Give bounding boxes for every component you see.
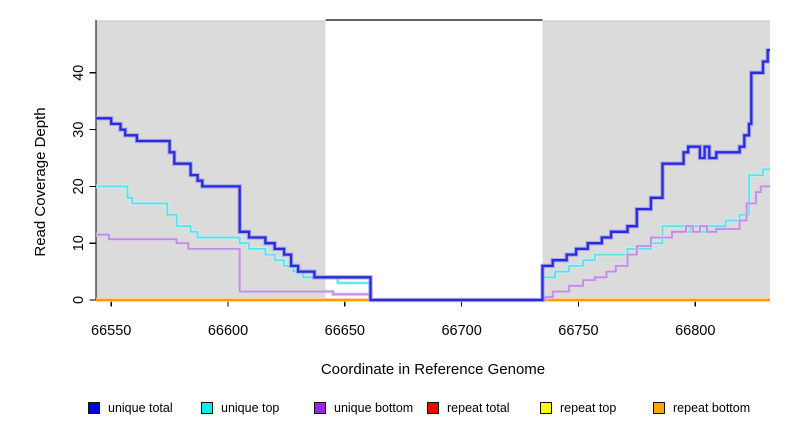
legend-item-repeat-bottom: repeat bottom bbox=[653, 400, 750, 415]
shaded-region bbox=[542, 21, 770, 300]
legend-item-repeat-top: repeat top bbox=[540, 400, 616, 415]
y-axis-ticks: 0 10 20 30 40 bbox=[71, 65, 96, 304]
legend-label: repeat total bbox=[447, 400, 510, 415]
y-tick-label: 10 bbox=[71, 235, 87, 251]
unique-top-swatch-icon bbox=[201, 401, 213, 414]
x-axis-ticks: 66550 66600 66650 66700 66750 66800 bbox=[91, 300, 715, 339]
x-tick-label: 66700 bbox=[441, 323, 481, 339]
legend-item-repeat-total: repeat total bbox=[427, 400, 510, 415]
x-tick-label: 66750 bbox=[558, 323, 598, 339]
y-tick-label: 20 bbox=[71, 178, 87, 194]
x-tick-label: 66600 bbox=[208, 323, 248, 339]
x-tick-label: 66550 bbox=[91, 323, 131, 339]
y-tick-label: 30 bbox=[71, 122, 87, 138]
legend-label: repeat top bbox=[560, 400, 617, 415]
legend-item-unique-total: unique total bbox=[88, 400, 173, 415]
legend-label: repeat bottom bbox=[673, 400, 751, 415]
legend-item-unique-bottom: unique bottom bbox=[314, 400, 413, 415]
repeat-bottom-swatch-icon bbox=[653, 401, 665, 414]
x-tick-label: 66650 bbox=[325, 323, 365, 339]
y-tick-label: 40 bbox=[71, 65, 87, 81]
unique-total-swatch-icon bbox=[88, 401, 100, 414]
y-axis-title: Read Coverage Depth bbox=[32, 107, 49, 257]
series-lines bbox=[96, 47, 770, 303]
plot-area: 66550 66600 66650 66700 66750 66800 0 10 20 30 40 bbox=[71, 19, 770, 339]
shaded-regions bbox=[96, 20, 770, 300]
legend-label: unique top bbox=[221, 400, 280, 415]
x-axis-title: Coordinate in Reference Genome bbox=[320, 361, 546, 378]
repeat-total-swatch-icon bbox=[427, 401, 439, 414]
x-tick-label: 66800 bbox=[675, 323, 715, 339]
legend-label: unique total bbox=[108, 400, 173, 415]
legend-label: unique bottom bbox=[334, 400, 414, 415]
series-unique-bottom bbox=[96, 185, 770, 301]
series-unique-total bbox=[96, 48, 770, 302]
repeat-top-swatch-icon bbox=[540, 401, 552, 414]
legend-item-unique-top: unique top bbox=[201, 400, 279, 415]
unique-bottom-swatch-icon bbox=[314, 401, 326, 414]
y-tick-label: 0 bbox=[71, 296, 87, 304]
